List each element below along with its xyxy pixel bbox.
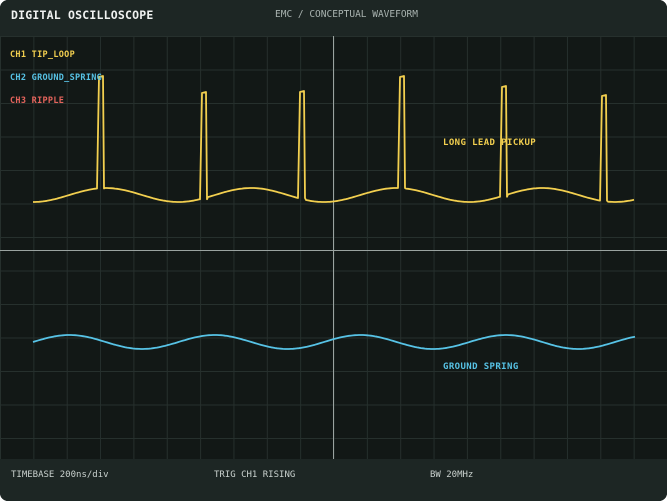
annotation-long-lead-pickup: LONG LEAD PICKUP	[443, 138, 537, 148]
ch2-ground-spring-trace	[32, 334, 636, 350]
legend-ch1: CH1 TIP_LOOP	[10, 50, 76, 60]
trigger-readout: TRIG CH1 RISING	[214, 470, 296, 480]
legend-ch2: CH2 GROUND_SPRING	[10, 73, 103, 83]
title-bar: DIGITAL OSCILLOSCOPE EMC / CONCEPTUAL WA…	[0, 0, 667, 36]
scope-display: CH1 TIP_LOOP CH2 GROUND_SPRING CH3 RIPPL…	[0, 36, 667, 459]
ch1-tip-loop-trace	[33, 75, 635, 203]
timebase-readout: TIMEBASE 200ns/div	[11, 470, 109, 480]
waveform-canvas	[0, 36, 667, 459]
bandwidth-readout: BW 20MHz	[430, 470, 474, 480]
legend-ch3: CH3 RIPPLE	[10, 96, 65, 106]
status-bar: TIMEBASE 200ns/div TRIG CH1 RISING BW 20…	[0, 459, 667, 501]
app-title: DIGITAL OSCILLOSCOPE	[11, 8, 154, 22]
annotation-ground-spring: GROUND SPRING	[443, 362, 519, 372]
app-subtitle: EMC / CONCEPTUAL WAVEFORM	[275, 9, 418, 20]
